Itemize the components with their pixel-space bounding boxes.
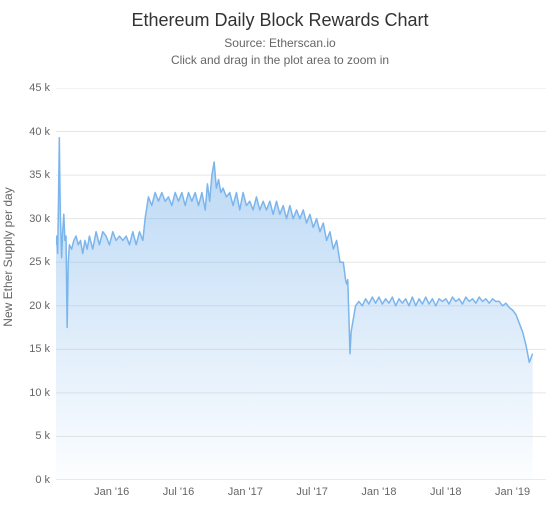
y-tick-label: 5 k [35,430,50,442]
x-tick-label: Jan '18 [361,486,396,498]
x-tick-label: Jul '16 [163,486,194,498]
x-tick-label: Jan '16 [94,486,129,498]
subtitle-source: Source: Etherscan.io [224,36,335,50]
y-tick-label: 35 k [29,169,50,181]
y-tick-label: 25 k [29,256,50,268]
x-tick-label: Jul '18 [430,486,461,498]
y-tick-label: 20 k [29,300,50,312]
plot-area[interactable]: 0 k5 k10 k15 k20 k25 k30 k35 k40 k45 kJa… [56,88,546,480]
x-tick-label: Jan '17 [228,486,263,498]
chart-subtitle: Source: Etherscan.io Click and drag in t… [0,35,560,69]
chart-container: Ethereum Daily Block Rewards Chart Sourc… [0,0,560,513]
y-tick-label: 15 k [29,343,50,355]
x-tick-label: Jan '19 [495,486,530,498]
y-axis-title: New Ether Supply per day [1,187,15,326]
y-tick-label: 45 k [29,82,50,94]
chart-title: Ethereum Daily Block Rewards Chart [0,0,560,31]
y-tick-label: 10 k [29,387,50,399]
y-tick-label: 30 k [29,213,50,225]
y-tick-label: 0 k [35,474,50,486]
series-area [56,138,533,480]
y-tick-label: 40 k [29,126,50,138]
subtitle-hint: Click and drag in the plot area to zoom … [171,53,389,67]
x-tick-label: Jul '17 [296,486,327,498]
